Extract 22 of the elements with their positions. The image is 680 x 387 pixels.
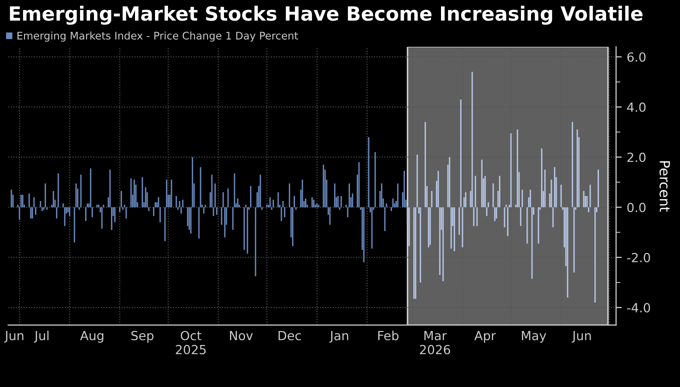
x-tick-label: Feb [378, 330, 398, 340]
x-tick-label: May [522, 331, 546, 343]
x-tick-label: Dec [278, 331, 301, 340]
x-tick-label: Jul [34, 330, 48, 343]
x-tick-label: Jun [4, 331, 24, 343]
y-tick-label: 2.0 [627, 152, 646, 162]
chart-title: Emerging-Market Stocks Have Become Increasing Volatile [10, 6, 642, 25]
x-tick-label: Nov [230, 331, 253, 340]
y-tick-label: -2.0 [627, 252, 650, 262]
x-tick-label: Jun [572, 331, 591, 343]
x-tick-label: Aug [80, 331, 104, 343]
y-tick-label: 6.0 [627, 52, 646, 62]
x-tick-label: Mar 2026 [420, 331, 450, 354]
x-tick-label: Apr [474, 331, 496, 343]
y-axis-title: Percent [660, 161, 670, 212]
y-tick-label: 4.0 [627, 102, 646, 112]
x-tick-label: Oct 2025 [176, 330, 206, 354]
x-tick-label: Jan [329, 331, 348, 343]
y-tick-label: -4.0 [627, 303, 650, 312]
x-tick-label: Sep [131, 330, 154, 343]
legend-label: Emerging Markets Index - Price Change 1 Day Percent [18, 32, 298, 42]
y-tick-label: 0.0 [627, 202, 646, 212]
